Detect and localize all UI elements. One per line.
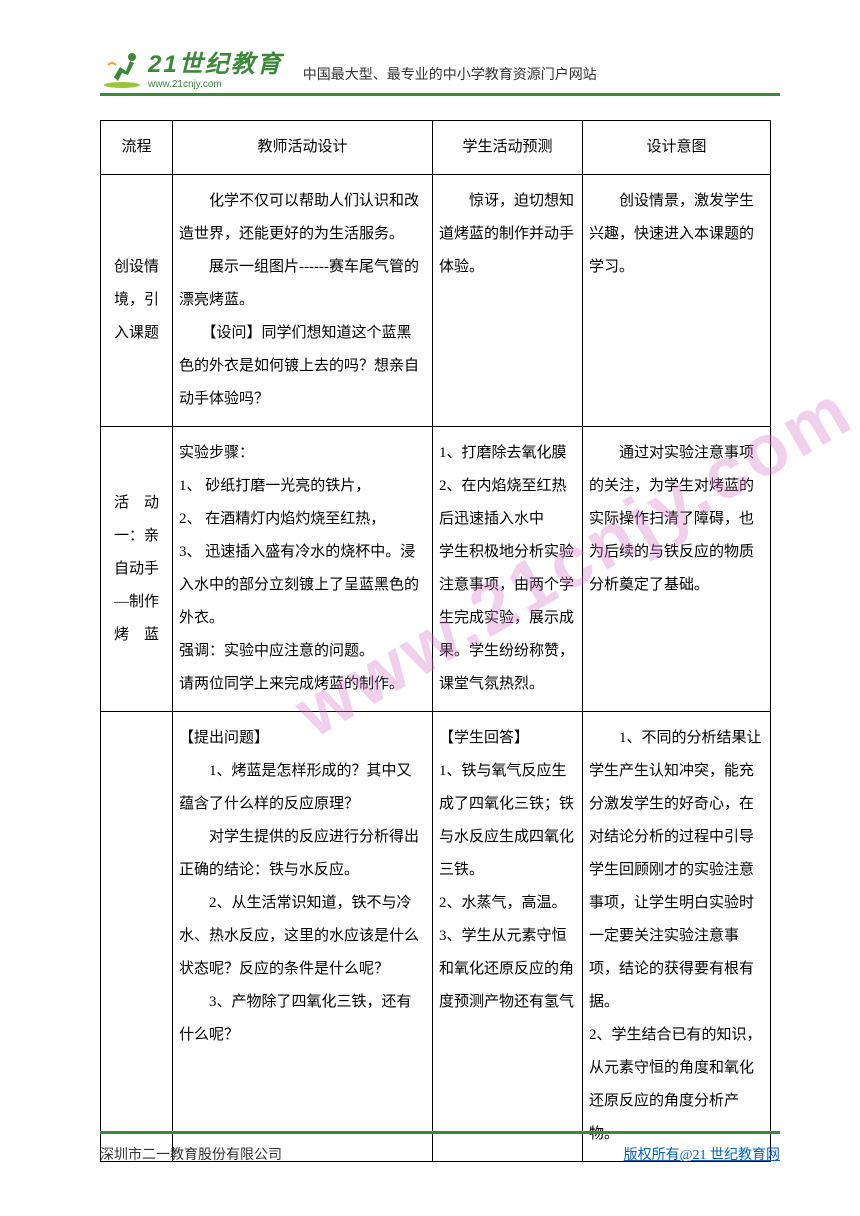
- cell-intent: 创设情景，激发学生兴趣，快速进入本课题的学习。: [583, 175, 771, 427]
- cell-student: 1、打磨除去氧化膜 2、在内焰烧至红热后迅速插入水中 学生积极地分析实验注意事项…: [433, 427, 583, 712]
- main-content: 流程 教师活动设计 学生活动预测 设计意图 创设情境，引入课题 化学不仅可以帮助…: [100, 120, 770, 1162]
- cell-flow: [101, 712, 173, 1162]
- col-header-teacher: 教师活动设计: [173, 121, 433, 175]
- footer-copyright-link[interactable]: 版权所有@21 世纪教育网: [624, 1144, 780, 1164]
- table-row: 创设情境，引入课题 化学不仅可以帮助人们认识和改造世界，还能更好的为生活服务。 …: [101, 175, 771, 427]
- table-row: 【提出问题】 1、烤蓝是怎样形成的？其中又蕴含了什么样的反应原理？ 对学生提供的…: [101, 712, 771, 1162]
- cell-teacher: 实验步骤： 1、 砂纸打磨一光亮的铁片， 2、 在酒精灯内焰灼烧至红热， 3、 …: [173, 427, 433, 712]
- cell-flow: 创设情境，引入课题: [101, 175, 173, 427]
- col-header-flow: 流程: [101, 121, 173, 175]
- runner-icon: [100, 45, 144, 89]
- header-tagline: 中国最大型、最专业的中小学教育资源门户网站: [303, 64, 597, 90]
- lesson-table: 流程 教师活动设计 学生活动预测 设计意图 创设情境，引入课题 化学不仅可以帮助…: [100, 120, 771, 1162]
- footer-company: 深圳市二一教育股份有限公司: [100, 1144, 282, 1164]
- logo-url: www.21cnjy.com: [148, 79, 283, 90]
- cell-intent: 1、不同的分析结果让学生产生认知冲突，能充分激发学生的好奇心，在对结论分析的过程…: [583, 712, 771, 1162]
- cell-teacher: 化学不仅可以帮助人们认识和改造世界，还能更好的为生活服务。 展示一组图片----…: [173, 175, 433, 427]
- logo: 21世纪教育 www.21cnjy.com: [100, 44, 283, 90]
- cell-student: 【学生回答】 1、铁与氧气反应生成了四氧化三铁；铁与水反应生成四氧化三铁。 2、…: [433, 712, 583, 1162]
- table-row: 活 动一：亲自动手—制作烤 蓝 实验步骤： 1、 砂纸打磨一光亮的铁片， 2、 …: [101, 427, 771, 712]
- col-header-student: 学生活动预测: [433, 121, 583, 175]
- footer-divider: [100, 1131, 780, 1134]
- cell-teacher: 【提出问题】 1、烤蓝是怎样形成的？其中又蕴含了什么样的反应原理？ 对学生提供的…: [173, 712, 433, 1162]
- cell-flow: 活 动一：亲自动手—制作烤 蓝: [101, 427, 173, 712]
- cell-student: 惊讶，迫切想知道烤蓝的制作并动手体验。: [433, 175, 583, 427]
- header-divider: [100, 93, 780, 96]
- table-header-row: 流程 教师活动设计 学生活动预测 设计意图: [101, 121, 771, 175]
- logo-title: 21世纪教育: [148, 44, 283, 79]
- col-header-intent: 设计意图: [583, 121, 771, 175]
- page-footer: 深圳市二一教育股份有限公司 版权所有@21 世纪教育网: [100, 1131, 780, 1164]
- page-header: 21世纪教育 www.21cnjy.com 中国最大型、最专业的中小学教育资源门…: [100, 30, 780, 90]
- cell-intent: 通过对实验注意事项的关注，为学生对烤蓝的实际操作扫清了障碍，也为后续的与铁反应的…: [583, 427, 771, 712]
